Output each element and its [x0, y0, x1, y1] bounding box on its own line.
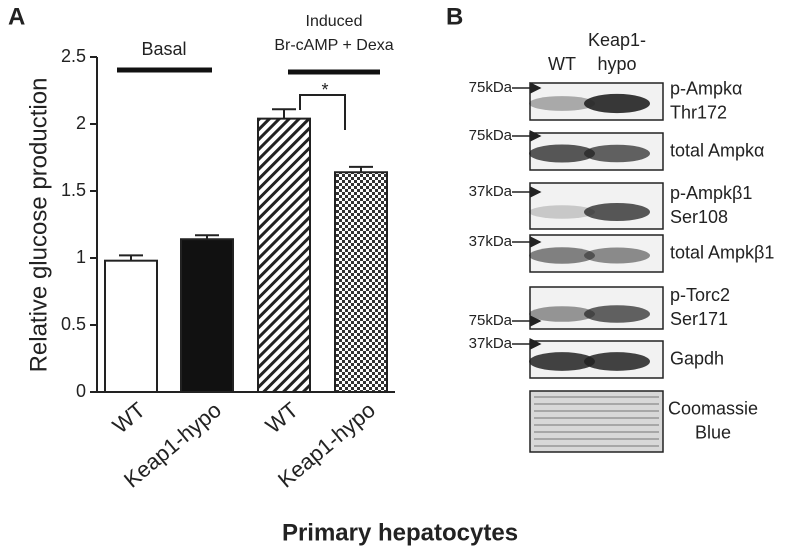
marker-label: 37kDa [469, 183, 513, 200]
x-tick-label: WT [261, 397, 303, 438]
y-axis-label: Relative glucose production [25, 78, 52, 373]
band [584, 203, 650, 221]
band [529, 205, 595, 219]
band [584, 144, 650, 163]
y-tick-label: 2 [76, 113, 86, 133]
band [529, 144, 595, 163]
blot-box [529, 390, 664, 453]
row-label: Coomassie [668, 398, 758, 418]
group-label: Basal [141, 39, 186, 59]
band [584, 305, 650, 323]
column-label: hypo [597, 54, 636, 74]
group-label: Br-cAMP + Dexa [274, 37, 393, 54]
row-label: Blue [695, 422, 731, 442]
column-label: Keap1- [588, 30, 646, 50]
row-label: p-Ampkα [670, 78, 742, 98]
x-axis-label: Primary hepatocytes [282, 519, 518, 546]
group-label: Induced [306, 13, 363, 30]
bar [104, 259, 158, 393]
marker-label: 37kDa [469, 335, 513, 352]
bar [180, 238, 234, 393]
row-label: p-Torc2 [670, 285, 730, 305]
band [529, 352, 595, 371]
row-label: Ser171 [670, 309, 728, 329]
x-tick-label: WT [108, 397, 150, 438]
band [584, 93, 650, 114]
y-tick-label: 0.5 [61, 314, 86, 334]
bar [334, 171, 388, 393]
bar [257, 117, 311, 393]
marker-label: 75kDa [469, 127, 513, 144]
significance-bracket [299, 94, 346, 130]
y-tick-label: 1 [76, 247, 86, 267]
band [584, 247, 650, 264]
band [529, 96, 595, 111]
panel-label: A [8, 3, 25, 30]
panel-label: B [446, 3, 463, 30]
y-tick-label: 0 [76, 381, 86, 401]
y-tick-label: 2.5 [61, 46, 86, 66]
marker-label: 75kDa [469, 79, 513, 96]
row-label: total Ampkβ1 [670, 242, 774, 262]
row-label: total Ampkα [670, 140, 764, 160]
row-label: Gapdh [670, 348, 724, 368]
y-tick-label: 1.5 [61, 180, 86, 200]
row-label: Thr172 [670, 102, 727, 122]
column-label: WT [548, 54, 576, 74]
row-label: Ser108 [670, 207, 728, 227]
marker-label: 37kDa [469, 233, 513, 250]
band [529, 247, 595, 264]
significance-label: * [321, 80, 328, 100]
band [529, 306, 595, 322]
row-label: p-Ampkβ1 [670, 183, 752, 203]
band [584, 352, 650, 371]
marker-label: 75kDa [469, 312, 513, 329]
